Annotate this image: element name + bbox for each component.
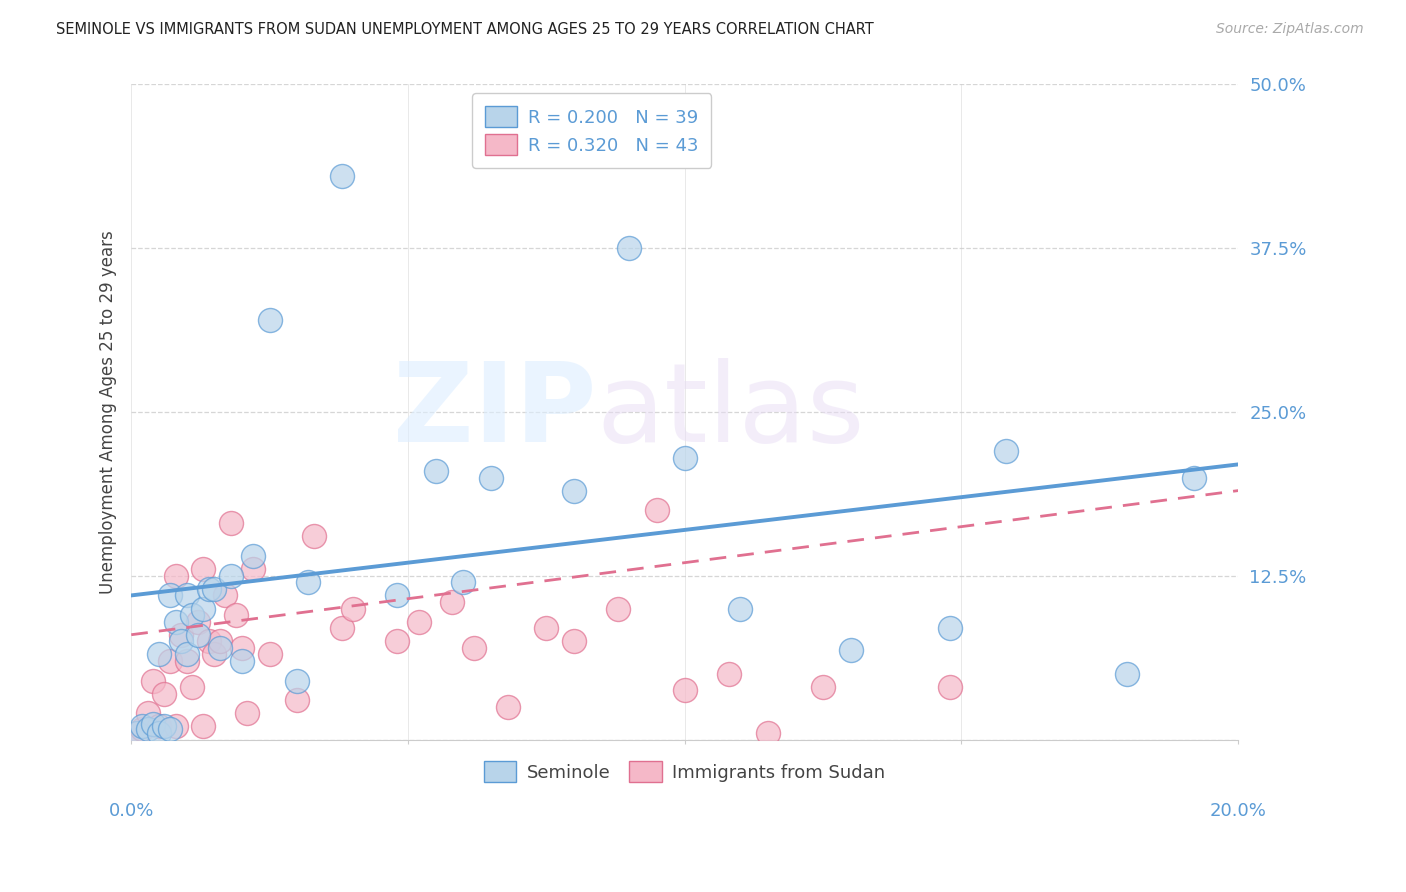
Point [619,241,641,255]
Point [536,621,558,635]
Point [236,706,259,721]
Point [385,634,408,648]
Point [165,615,187,629]
Point [385,589,408,603]
Point [562,634,585,648]
Point [297,575,319,590]
Point [176,648,198,662]
Point [159,589,181,603]
Point [153,687,176,701]
Point [285,673,308,688]
Point [231,640,253,655]
Point [202,582,225,596]
Point [219,568,242,582]
Point [1182,470,1205,484]
Point [302,529,325,543]
Point [756,726,779,740]
Point [193,601,215,615]
Text: SEMINOLE VS IMMIGRANTS FROM SUDAN UNEMPLOYMENT AMONG AGES 25 TO 29 YEARS CORRELA: SEMINOLE VS IMMIGRANTS FROM SUDAN UNEMPL… [56,22,875,37]
Point [159,654,181,668]
Legend: Seminole, Immigrants from Sudan: Seminole, Immigrants from Sudan [477,754,893,789]
Point [170,628,193,642]
Point [673,682,696,697]
Point [193,562,215,576]
Point [259,313,281,327]
Point [170,634,193,648]
Point [425,464,447,478]
Point [607,601,630,615]
Point [342,601,364,615]
Point [673,450,696,465]
Text: ZIP: ZIP [392,359,596,466]
Point [408,615,430,629]
Point [197,582,219,596]
Point [479,470,502,484]
Point [142,716,165,731]
Point [202,648,225,662]
Point [242,562,264,576]
Point [176,589,198,603]
Point [231,654,253,668]
Point [176,654,198,668]
Point [728,601,751,615]
Point [165,568,187,582]
Point [148,719,170,733]
Point [939,680,962,694]
Point [214,589,236,603]
Text: atlas: atlas [596,359,865,466]
Point [208,634,231,648]
Point [197,634,219,648]
Point [165,719,187,733]
Point [181,680,204,694]
Point [225,608,247,623]
Text: 20.0%: 20.0% [1209,803,1267,821]
Point [208,640,231,655]
Point [496,699,519,714]
Point [125,726,148,740]
Point [159,722,181,736]
Point [131,719,153,733]
Point [242,549,264,563]
Point [153,719,176,733]
Point [453,575,475,590]
Point [330,169,353,183]
Point [181,608,204,623]
Point [131,722,153,736]
Point [259,648,281,662]
Point [811,680,834,694]
Point [1116,667,1139,681]
Point [839,643,862,657]
Point [142,673,165,688]
Point [187,615,209,629]
Point [717,667,740,681]
Point [136,722,159,736]
Point [994,444,1017,458]
Point [125,726,148,740]
Point [285,693,308,707]
Point [463,640,485,655]
Point [939,621,962,635]
Y-axis label: Unemployment Among Ages 25 to 29 years: Unemployment Among Ages 25 to 29 years [100,230,117,594]
Point [441,595,464,609]
Point [219,516,242,531]
Point [330,621,353,635]
Text: Source: ZipAtlas.com: Source: ZipAtlas.com [1216,22,1364,37]
Text: 0.0%: 0.0% [108,803,153,821]
Point [187,628,209,642]
Point [562,483,585,498]
Point [645,503,668,517]
Point [148,648,170,662]
Point [193,719,215,733]
Point [148,726,170,740]
Point [136,706,159,721]
